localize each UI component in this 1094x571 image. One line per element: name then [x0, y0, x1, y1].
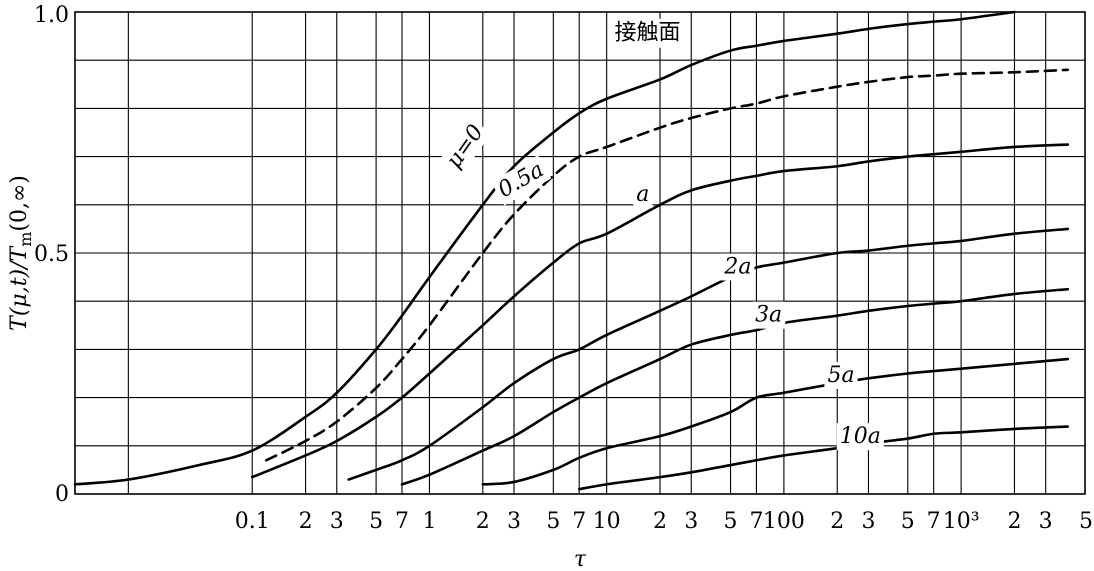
series-label-backing — [836, 423, 884, 451]
series-label-text: 10a — [840, 424, 881, 449]
y-tick-labels: 0 0.5 1.0 — [34, 3, 69, 507]
series-label-text: 5a — [827, 363, 854, 388]
series-line — [264, 68, 1070, 462]
x-tick-label: 7 — [749, 509, 763, 534]
gridlines — [75, 12, 1085, 494]
series-label-backing — [633, 181, 653, 209]
series-label-text: 3a — [755, 303, 782, 328]
series-label: a — [633, 181, 653, 209]
series-label: 2a — [720, 253, 755, 281]
x-tick-labels: 0.1 2 3 5 7 1 2 3 5 7 10 2 3 5 7 100 2 3 5 7 10³ 2 3 5 — [235, 509, 1093, 534]
series-label: 10a — [836, 423, 884, 451]
x-tick-label: 2 — [1007, 509, 1021, 534]
series-label: μ=0 — [439, 117, 492, 177]
x-tick-label: 1 — [422, 509, 436, 534]
series-label: 5a — [824, 361, 858, 389]
x-tick-label: 5 — [369, 509, 383, 534]
x-tick-label: 3 — [861, 509, 875, 534]
x-tick-label: 3 — [684, 509, 698, 534]
series-label-backing — [824, 361, 858, 389]
x-tick-label: 10 — [593, 509, 621, 534]
plot-frame — [74, 11, 1086, 495]
x-tick-label: 5 — [901, 509, 915, 534]
x-tick-label: 2 — [653, 509, 667, 534]
x-tick-label: 2 — [476, 509, 490, 534]
series-line — [400, 287, 1070, 486]
y-tick-label: 0 — [55, 482, 69, 507]
x-tick-label: 3 — [507, 509, 521, 534]
series-line — [73, 10, 1016, 486]
x-tick-label: 5 — [1079, 509, 1093, 534]
curves — [73, 10, 1070, 491]
x-tick-label: 3 — [1039, 509, 1053, 534]
series-label: 0.5a — [490, 155, 552, 206]
annotation-text: 接触面 — [615, 21, 681, 46]
y-tick-label: 1.0 — [34, 3, 69, 28]
y-axis-label: T(μ,t)/Tm(0,∞) — [7, 175, 35, 331]
x-tick-label: 0.1 — [235, 509, 270, 534]
x-tick-label: 7 — [395, 509, 409, 534]
x-tick-label: 7 — [572, 509, 586, 534]
series-label: 3a — [752, 301, 786, 329]
x-tick-label: 2 — [299, 509, 313, 534]
x-tick-label: 5 — [546, 509, 560, 534]
x-tick-label: 5 — [724, 509, 738, 534]
y-tick-label: 0.5 — [34, 242, 69, 267]
x-tick-label: 3 — [330, 509, 344, 534]
series-label-text: 2a — [723, 254, 751, 279]
series-line — [250, 143, 1070, 479]
series-line — [481, 357, 1070, 486]
series-label-backing — [439, 117, 492, 177]
x-axis-label: τ — [574, 547, 587, 571]
series-label-backing — [752, 301, 786, 329]
annotation-backing — [610, 18, 685, 48]
x-tick-label: 100 — [763, 509, 805, 534]
series-label-backing — [490, 155, 552, 206]
series-line — [347, 227, 1070, 481]
annotation: 接触面 — [610, 18, 685, 48]
x-tick-label: 10³ — [943, 509, 980, 534]
series-line — [577, 425, 1070, 491]
series-label-backing — [720, 253, 755, 281]
series-label-text: a — [636, 182, 649, 207]
x-tick-label: 7 — [927, 509, 941, 534]
x-tick-label: 2 — [830, 509, 844, 534]
